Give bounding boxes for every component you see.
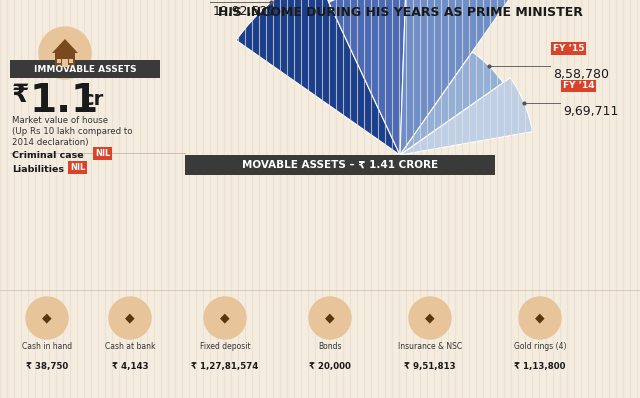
Text: NIL: NIL [95,149,110,158]
Circle shape [204,297,246,339]
Text: ◆: ◆ [42,312,52,324]
Text: 2014 declaration): 2014 declaration) [12,138,88,147]
Text: ₹ 20,000: ₹ 20,000 [309,362,351,371]
Text: IMMOVABLE ASSETS: IMMOVABLE ASSETS [34,64,136,74]
Text: 8,58,780: 8,58,780 [553,68,609,81]
Text: ₹ 1,13,800: ₹ 1,13,800 [515,362,566,371]
Circle shape [26,297,68,339]
Text: ₹ 38,750: ₹ 38,750 [26,362,68,371]
Text: Insurance & NSC: Insurance & NSC [398,342,462,351]
Text: FY ’14: FY ’14 [563,82,595,90]
Wedge shape [329,0,406,155]
Text: MOVABLE ASSETS – ₹ 1.41 CRORE: MOVABLE ASSETS – ₹ 1.41 CRORE [242,160,438,170]
Text: ₹: ₹ [12,83,29,107]
Bar [185,155,495,175]
Bar [10,60,160,78]
Text: Cash at bank: Cash at bank [105,342,156,351]
Text: ◆: ◆ [220,312,230,324]
Bar [69,59,73,63]
Text: ◆: ◆ [325,312,335,324]
Text: Fixed deposit: Fixed deposit [200,342,250,351]
Text: NIL: NIL [70,163,85,172]
Circle shape [109,297,151,339]
Circle shape [409,297,451,339]
Polygon shape [52,39,78,53]
Text: ◆: ◆ [125,312,135,324]
Text: (Up Rs 10 lakh compared to: (Up Rs 10 lakh compared to [12,127,132,136]
Wedge shape [400,52,503,155]
Text: Gold rings (4): Gold rings (4) [514,342,566,351]
Text: Cash in hand: Cash in hand [22,342,72,351]
Text: ₹ 9,51,813: ₹ 9,51,813 [404,362,456,371]
Text: Market value of house: Market value of house [12,116,108,125]
Text: 19,92,520: 19,92,520 [213,5,276,18]
Bar [57,59,61,63]
Circle shape [519,297,561,339]
Text: cr: cr [82,90,103,109]
Wedge shape [400,0,513,155]
Text: Criminal case: Criminal case [12,151,84,160]
Bar [55,53,75,67]
Wedge shape [236,0,400,155]
Text: Liabilities: Liabilities [12,165,64,174]
Text: ₹ 4,143: ₹ 4,143 [112,362,148,371]
Circle shape [309,297,351,339]
Circle shape [39,27,91,79]
Text: FY ’15: FY ’15 [553,44,584,53]
Text: ₹ 1,27,81,574: ₹ 1,27,81,574 [191,362,259,371]
Text: HIS INCOME DURING HIS YEARS AS PRIME MINISTER: HIS INCOME DURING HIS YEARS AS PRIME MIN… [218,6,582,19]
Wedge shape [400,78,532,155]
Text: Bonds: Bonds [318,342,342,351]
Text: 1.1: 1.1 [30,82,99,120]
Bar [62,59,68,67]
Text: ◆: ◆ [425,312,435,324]
Text: ◆: ◆ [535,312,545,324]
Text: 9,69,711: 9,69,711 [563,105,618,119]
